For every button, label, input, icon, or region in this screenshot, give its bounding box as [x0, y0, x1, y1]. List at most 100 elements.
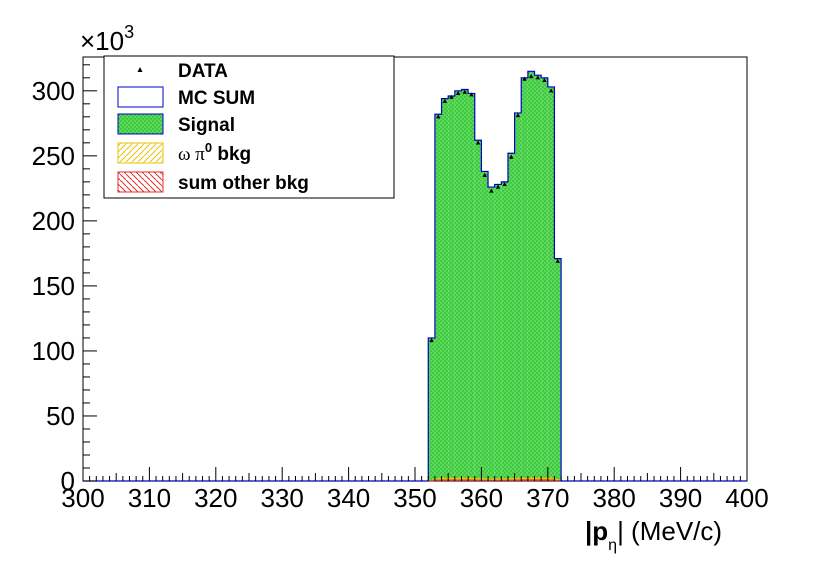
omega-pi0-bkg-bar	[448, 477, 455, 481]
data-point	[482, 172, 487, 177]
other-bkg-bar	[488, 479, 495, 481]
y-tick-label: 250	[32, 141, 75, 171]
data-point	[522, 76, 527, 81]
x-tick-label: 330	[261, 483, 304, 513]
data-point	[469, 92, 474, 97]
other-bkg-bar	[461, 479, 469, 481]
data-point	[442, 98, 448, 103]
legend-swatch	[117, 171, 164, 193]
x-tick-label: 350	[393, 483, 436, 513]
x-tick-label: 340	[327, 483, 370, 513]
data-point	[455, 90, 461, 96]
other-bkg-bar	[541, 479, 548, 481]
omega-pi0-bkg-bar	[494, 478, 502, 481]
other-bkg-bar	[501, 479, 508, 481]
signal-bar	[501, 181, 508, 482]
data-point	[475, 140, 481, 145]
x-tick-label: 400	[725, 483, 768, 513]
y-tick-label: 0	[61, 466, 75, 496]
signal-bar	[494, 184, 502, 481]
mc-sum-line	[83, 70, 747, 482]
signal-bar	[441, 98, 449, 481]
signal-bar	[428, 337, 435, 481]
omega-pi0-bkg-bar	[441, 477, 449, 481]
data-point	[449, 94, 454, 99]
omega-pi0-bkg-bar	[514, 477, 522, 481]
signal-bar	[541, 77, 548, 481]
other-bkg-bar	[468, 479, 475, 481]
signal-bar	[554, 258, 562, 481]
data-point	[535, 75, 541, 80]
other-bkg-bar	[527, 479, 535, 481]
omega-pi0-bkg-bar	[534, 477, 542, 481]
data-point	[495, 184, 501, 189]
y-tick-label: 150	[32, 271, 75, 301]
other-bkg-bar	[494, 479, 502, 481]
omega-pi0-bkg-bar	[501, 478, 508, 481]
legend-entry-omega: ω π0 bkg	[117, 140, 251, 165]
signal-bar	[527, 71, 535, 481]
legend-entry-other: sum other bkg	[117, 171, 309, 194]
signal-bar	[454, 90, 462, 481]
legend: DATA MC SUM Signal ω π0 bkg sum other bkg	[103, 55, 395, 199]
data-point	[548, 88, 554, 93]
data-point	[489, 188, 494, 193]
x-tick-label: 370	[526, 483, 569, 513]
data-point	[515, 113, 521, 118]
omega-pi0-bkg-bar	[461, 477, 469, 481]
data-point	[462, 89, 467, 94]
omega-pi0-bkg-bar	[454, 477, 462, 481]
other-bkg-bar	[474, 479, 482, 481]
data-point	[509, 154, 514, 159]
legend-label: DATA	[178, 61, 228, 82]
legend-label: ω π0 bkg	[178, 140, 251, 165]
omega-pi0-bkg-bar	[527, 477, 535, 481]
y-tick-label: 100	[32, 336, 75, 366]
signal-bar	[514, 112, 522, 481]
signal-bar	[468, 93, 475, 481]
legend-swatch	[117, 86, 164, 108]
legend-swatch	[117, 113, 164, 135]
signal-bar	[534, 75, 542, 481]
omega-pi0-bkg-bar	[481, 478, 489, 481]
omega-pi0-bkg-bar	[541, 477, 548, 481]
omega-pi0-bkg-bar	[468, 477, 475, 481]
data-point	[529, 74, 534, 79]
other-bkg-bar	[547, 479, 555, 481]
y-tick-label: 200	[32, 206, 75, 236]
signal-bar	[521, 77, 528, 481]
legend-label: Signal	[178, 115, 235, 136]
other-bkg-bar	[434, 479, 442, 481]
y-tick-label: 50	[46, 401, 75, 431]
omega-pi0-bkg-bar	[554, 479, 562, 481]
signal-bar	[507, 153, 515, 481]
legend-swatch	[117, 142, 164, 164]
other-bkg-bar	[554, 480, 562, 482]
x-tick-label: 360	[460, 483, 503, 513]
other-bkg-bar	[441, 479, 449, 481]
signal-bar	[547, 86, 555, 481]
omega-pi0-bkg-bar	[547, 477, 555, 481]
x-axis-title: |pη| (MeV/c)	[585, 516, 722, 554]
x-tick-label: 310	[128, 483, 171, 513]
signal-bar	[434, 114, 442, 482]
data-point	[429, 338, 434, 343]
other-bkg-bar	[481, 479, 489, 481]
legend-label: MC SUM	[178, 88, 255, 109]
x-tick-label: 380	[593, 483, 636, 513]
other-bkg-bar	[534, 479, 542, 481]
data-point	[555, 258, 560, 263]
legend-entry-mc: MC SUM	[117, 86, 255, 109]
data-point	[502, 181, 507, 187]
signal-bar	[474, 140, 482, 481]
signal-bar	[488, 187, 495, 482]
y-multiplier: ×103	[80, 22, 134, 56]
signal-bar	[481, 171, 489, 482]
x-tick-label: 320	[194, 483, 237, 513]
data-point	[542, 77, 547, 83]
legend-label: sum other bkg	[178, 173, 309, 194]
other-bkg-bar	[514, 479, 522, 481]
other-bkg-bar	[521, 479, 528, 481]
other-bkg-bar	[448, 479, 455, 481]
